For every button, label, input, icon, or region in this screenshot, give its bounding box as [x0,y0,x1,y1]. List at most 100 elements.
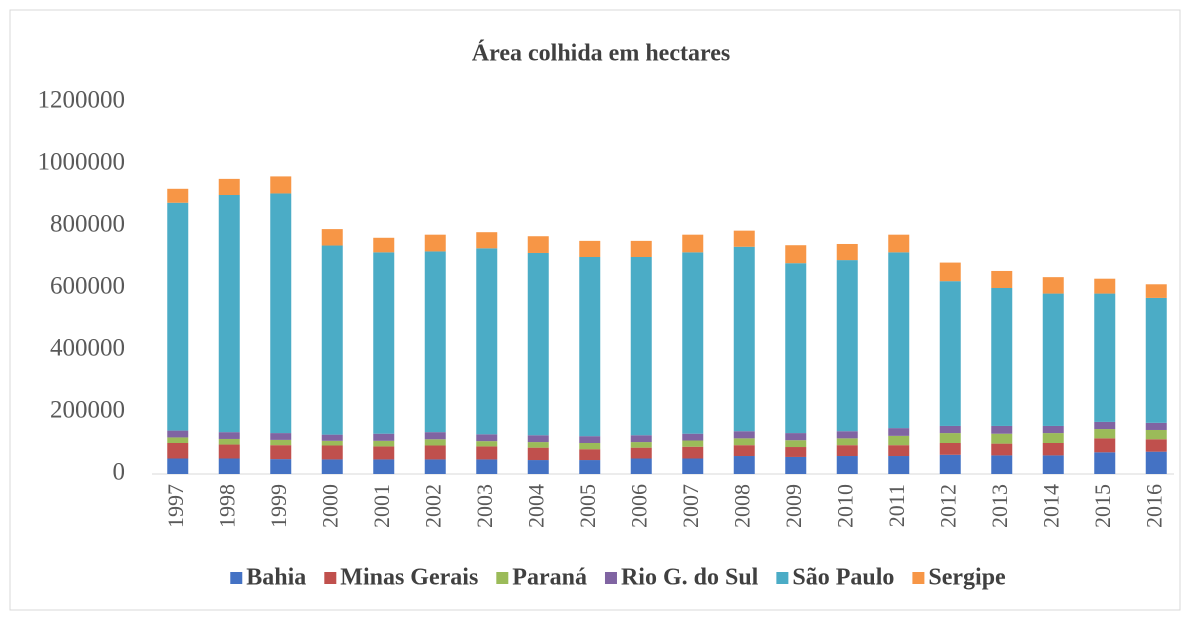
bar-segment [579,443,601,450]
x-tick-label: 2016 [1141,484,1166,528]
bar-segment [836,243,858,261]
bar-segment [1042,277,1064,294]
bar-segment [167,188,189,203]
bar-segment [991,433,1013,444]
bar-segment [888,435,910,446]
bar-segment [1094,429,1116,439]
bar-segment [836,445,858,457]
bar-segment [1094,438,1116,453]
bar-segment [785,245,807,264]
bar-segment [785,447,807,457]
bar-segment [836,456,858,474]
y-tick-label: 600000 [50,273,125,300]
bar-segment [939,454,961,474]
bar-segment [991,425,1013,434]
bar-segment [579,240,601,257]
bar-segment [476,232,498,249]
bar-segment [167,458,189,474]
bar-segment [733,230,755,247]
legend-label: São Paulo [792,565,894,591]
x-tick-label: 2000 [317,484,342,528]
bar-segment [836,431,858,439]
bar-segment [785,456,807,474]
bar-segment [579,449,601,461]
bar-segment [373,459,395,474]
chart-title: Área colhida em hectares [472,41,730,67]
bar-segment [733,246,755,432]
bar-segment [218,444,240,459]
legend-swatch [912,572,925,584]
bar-segment [270,445,292,460]
bar-segment [1145,422,1167,430]
bar-segment [167,437,189,443]
x-tick-label: 2003 [472,484,497,528]
bar-segment [424,234,446,252]
bar-segment [527,447,549,461]
bar-segment [1145,429,1167,440]
x-tick-label: 1997 [163,484,188,528]
x-tick-label: 2001 [369,484,394,528]
bar-segment [373,440,395,447]
bar-segment [167,443,189,459]
x-tick-label: 2015 [1090,484,1115,528]
bar-segment [218,432,240,439]
x-tick-label: 2011 [884,484,909,527]
legend-label: Bahia [246,565,306,591]
bar-segment [527,236,549,253]
bar-segment [785,263,807,434]
legend-label: Paraná [512,565,587,591]
bar-segment [939,425,961,434]
legend-swatch [776,572,789,584]
x-tick-label: 2006 [626,484,651,528]
bar-segment [424,439,446,446]
bar-segment [1145,439,1167,452]
bar-segment [1042,293,1064,426]
x-tick-label: 2013 [987,484,1012,528]
bar-segment [270,433,292,440]
y-tick-label: 200000 [50,397,125,424]
bar-segment [270,193,292,434]
bar-segment [579,257,601,437]
bar-segment [630,458,652,474]
legend-label: Minas Gerais [340,565,478,591]
bar-segment [682,446,704,459]
bar-segment [1042,433,1064,443]
bar-segment [1094,452,1116,474]
y-tick-label: 1000000 [38,149,126,176]
bar-segment [373,446,395,460]
y-tick-label: 1200000 [38,87,126,114]
x-tick-label: 1999 [266,484,291,528]
bar-segment [888,234,910,253]
bar-segment [1042,455,1064,474]
x-tick-label: 2005 [575,484,600,528]
bar-segment [424,432,446,440]
bar-segment [579,460,601,474]
x-tick-label: 2010 [832,484,857,528]
bar-segment [218,178,240,195]
bar-segment [1145,297,1167,423]
bar-segment [527,252,549,436]
x-tick-label: 1998 [214,484,239,528]
legend-label: Rio G. do Sul [621,565,759,591]
x-tick-label: 2012 [935,484,960,528]
bar-segment [630,240,652,257]
bar-segment [476,248,498,435]
y-tick-label: 0 [113,459,126,486]
bar-segment [1094,293,1116,422]
bar-segment [1042,425,1064,434]
bar-segment [991,288,1013,426]
bar-segment [321,440,343,446]
x-tick-label: 2007 [678,484,703,528]
bar-segment [321,434,343,441]
bar-segment [682,440,704,447]
bar-segment [785,440,807,448]
bar-segment [373,252,395,434]
bar-segment [888,428,910,436]
bar-segment [270,176,292,194]
bar-segment [321,245,343,435]
bar-segment [630,447,652,459]
bar-segment [373,433,395,441]
bar-segment [373,237,395,253]
bar-segment [1042,443,1064,456]
